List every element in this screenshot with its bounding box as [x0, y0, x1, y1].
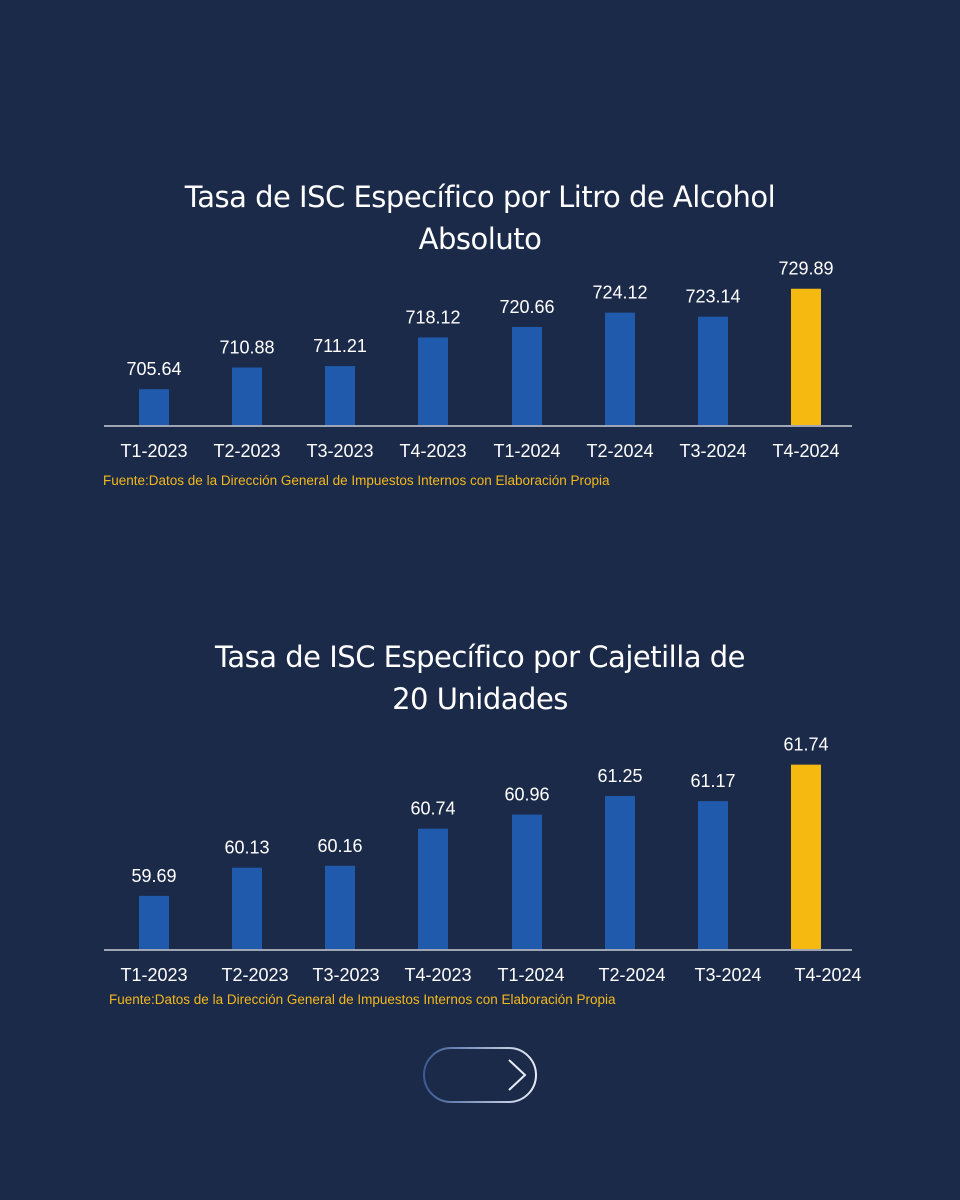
- category-label: T4-2023: [404, 965, 471, 985]
- value-label: 61.17: [690, 771, 735, 791]
- bar-T2-2024: [605, 312, 635, 425]
- bar-T3-2023: [325, 865, 355, 949]
- value-label: 59.69: [131, 866, 176, 886]
- bar-T1-2024: [512, 814, 542, 949]
- bar-T3-2024: [698, 801, 728, 949]
- category-label: T3-2024: [694, 965, 761, 985]
- bar-T4-2023: [418, 337, 448, 425]
- value-label: 60.16: [317, 836, 362, 856]
- chart-1-source-note: Fuente:Datos de la Dirección General de …: [103, 473, 610, 488]
- value-label: 723.14: [685, 287, 740, 307]
- bar-T4-2024: [791, 764, 821, 949]
- value-label: 60.74: [410, 799, 455, 819]
- bar-T2-2023: [232, 367, 262, 425]
- chart-2-title: Tasa de ISC Específico por Cajetilla de …: [130, 636, 830, 720]
- next-button[interactable]: [423, 1047, 537, 1103]
- value-label: 705.64: [126, 359, 181, 379]
- category-label: T2-2023: [221, 965, 288, 985]
- bar-chart-cigarettes: 59.69 T1-2023 60.13 T2-2023 60.16 T3-2023 60.7…: [104, 735, 862, 985]
- category-label: T2-2023: [213, 441, 280, 461]
- value-label: 729.89: [778, 259, 833, 279]
- value-label: 720.66: [499, 297, 554, 317]
- category-label: T1-2024: [497, 965, 564, 985]
- category-label: T2-2024: [598, 965, 665, 985]
- category-label: T2-2024: [586, 441, 653, 461]
- bar-T2-2023: [232, 867, 262, 949]
- category-label: T3-2023: [306, 441, 373, 461]
- value-label: 718.12: [405, 308, 460, 328]
- bar-T1-2023: [139, 389, 169, 425]
- chart-1-title: Tasa de ISC Específico por Litro de Alco…: [130, 176, 830, 260]
- chart-1-title-line-2: Absoluto: [418, 222, 542, 256]
- value-label: 724.12: [592, 283, 647, 303]
- value-label: 60.13: [224, 838, 269, 858]
- bar-chart-alcohol: 705.64 T1-2023 710.88 T2-2023 711.21 T3-2023 7…: [104, 259, 852, 461]
- category-label: T1-2023: [120, 441, 187, 461]
- chart-1-title-line-1: Tasa de ISC Específico por Litro de Alco…: [184, 180, 776, 214]
- value-label: 61.74: [783, 735, 828, 755]
- chart-2-title-line-1: Tasa de ISC Específico por Cajetilla de: [214, 640, 746, 674]
- value-label: 60.96: [504, 785, 549, 805]
- category-label: T4-2023: [399, 441, 466, 461]
- bar-T1-2024: [512, 326, 542, 425]
- chart-2-source-note: Fuente:Datos de la Dirección General de …: [109, 992, 616, 1007]
- value-label: 710.88: [219, 337, 274, 357]
- value-label: 711.21: [313, 336, 367, 356]
- category-label: T3-2023: [312, 965, 379, 985]
- value-label: 61.25: [597, 766, 642, 786]
- bar-T4-2024: [791, 288, 821, 425]
- chart-2-title-line-2: 20 Unidades: [392, 682, 568, 716]
- category-label: T4-2024: [794, 965, 861, 985]
- bar-T4-2023: [418, 828, 448, 949]
- category-label: T3-2024: [679, 441, 746, 461]
- arrow-right-icon: [423, 1047, 537, 1103]
- bar-T2-2024: [605, 796, 635, 949]
- category-label: T1-2023: [120, 965, 187, 985]
- bar-T3-2023: [325, 366, 355, 425]
- bar-T3-2024: [698, 316, 728, 425]
- category-label: T4-2024: [772, 441, 839, 461]
- category-label: T1-2024: [493, 441, 560, 461]
- bar-T1-2023: [139, 895, 169, 949]
